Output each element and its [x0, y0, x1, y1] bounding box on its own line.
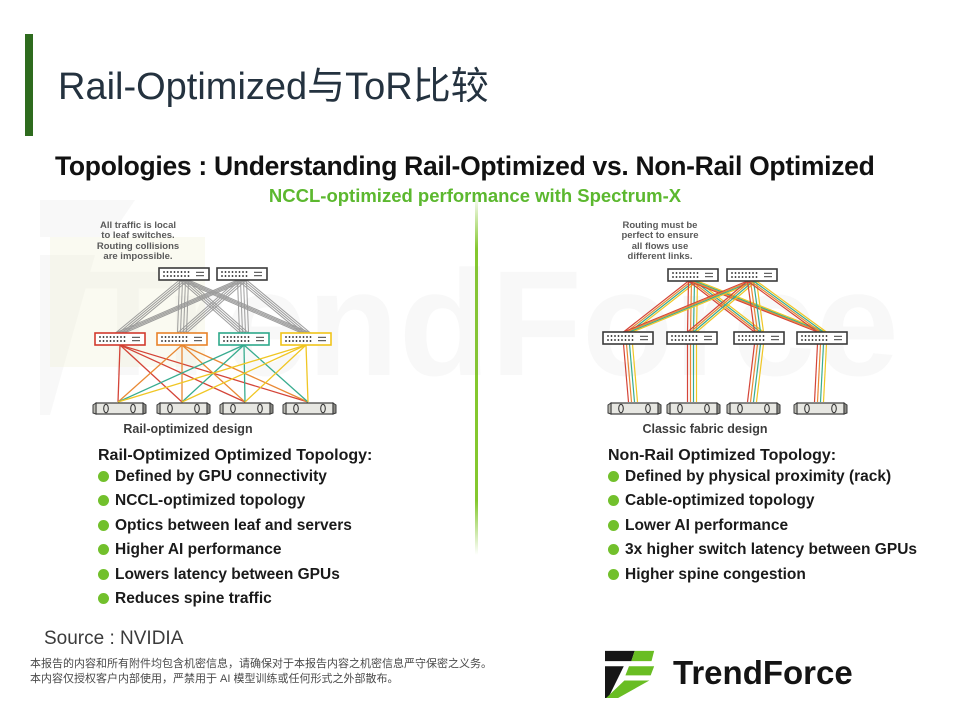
svg-text:TrendForce: TrendForce	[673, 654, 853, 691]
